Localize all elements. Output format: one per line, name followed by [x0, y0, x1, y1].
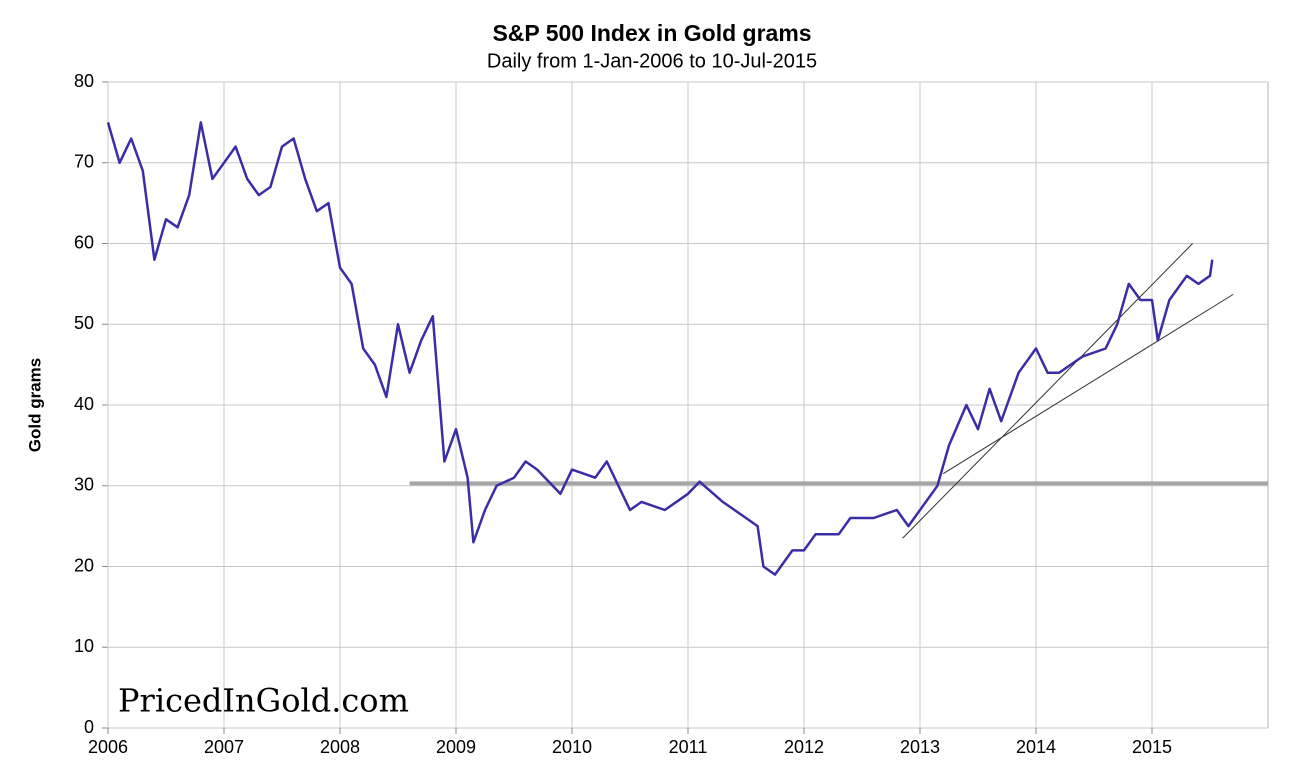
x-tick-label: 2012: [784, 737, 824, 757]
x-tick-label: 2009: [436, 737, 476, 757]
chart-subtitle: Daily from 1-Jan-2006 to 10-Jul-2015: [487, 50, 817, 72]
x-tick-label: 2006: [88, 737, 128, 757]
watermark: PricedInGold.com: [118, 682, 409, 720]
y-tick-label: 50: [74, 313, 94, 333]
x-tick-label: 2014: [1016, 737, 1056, 757]
x-tick-label: 2013: [900, 737, 940, 757]
y-tick-label: 60: [74, 232, 94, 252]
y-tick-label: 10: [74, 636, 94, 656]
x-tick-label: 2011: [669, 737, 708, 757]
y-tick-label: 40: [74, 394, 94, 414]
y-tick-label: 80: [74, 71, 94, 91]
x-tick-label: 2015: [1132, 737, 1172, 757]
data-line: [106, 121, 1214, 576]
y-tick-label: 30: [74, 475, 94, 495]
reference-line: [942, 293, 1234, 475]
x-tick-label: 2007: [204, 737, 244, 757]
x-tick-label: 2008: [320, 737, 360, 757]
y-tick-label: 0: [84, 717, 94, 737]
x-tick-label: 2010: [552, 737, 592, 757]
y-tick-label: 70: [74, 152, 94, 172]
y-axis-label: Gold grams: [25, 358, 44, 452]
reference-line: [902, 243, 1193, 539]
y-tick-label: 20: [74, 555, 94, 575]
chart-title: S&P 500 Index in Gold grams: [492, 20, 811, 46]
